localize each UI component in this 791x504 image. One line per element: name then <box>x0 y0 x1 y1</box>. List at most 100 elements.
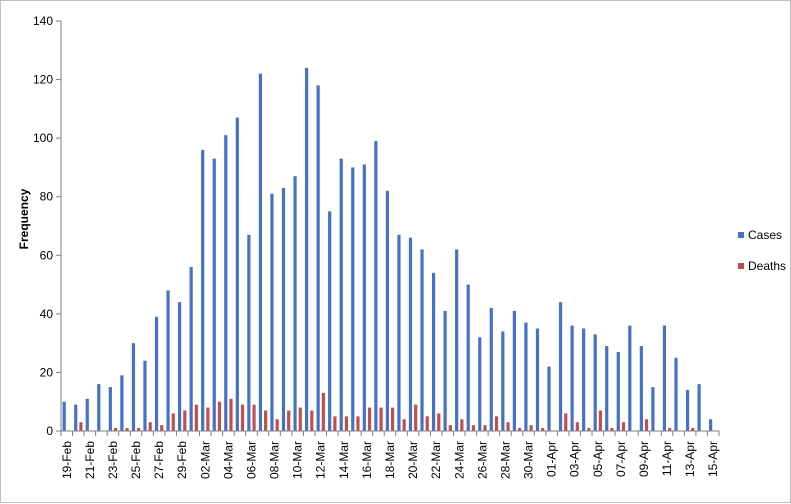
cases-bar <box>443 310 447 431</box>
x-tick-label: 24-Mar <box>452 441 466 479</box>
cases-bar <box>408 237 413 431</box>
cases-bar <box>535 328 540 431</box>
deaths-bar <box>264 410 268 431</box>
x-tick-label: 10-Mar <box>291 441 305 479</box>
cases-bar <box>489 308 493 431</box>
deaths-bar <box>275 419 279 431</box>
cases-bar <box>420 249 424 431</box>
x-tick-label: 19-Feb <box>60 441 74 479</box>
cases-bar <box>247 234 251 431</box>
deaths-bar <box>668 428 672 431</box>
cases-bar <box>62 401 66 431</box>
deaths-bar <box>402 419 406 431</box>
x-tick-label: 29-Feb <box>175 441 189 479</box>
cases-bar <box>501 331 505 431</box>
deaths-bar <box>194 404 198 431</box>
deaths-bar <box>541 428 545 431</box>
deaths-bar <box>298 407 302 431</box>
cases-bar <box>108 387 112 431</box>
deaths-bar <box>379 407 383 431</box>
x-tick-label: 26-Mar <box>475 441 489 479</box>
deaths-bar <box>367 407 372 431</box>
x-tick-label: 09-Apr <box>637 441 651 477</box>
x-tick-label: 04-Mar <box>221 441 235 479</box>
deaths-bar <box>471 425 476 431</box>
deaths-bar <box>517 428 522 431</box>
y-axis-title: Frequency <box>17 188 31 249</box>
deaths-legend-swatch <box>738 263 744 269</box>
x-tick-label: 03-Apr <box>568 441 582 477</box>
cases-bar <box>362 164 366 431</box>
cases-bar <box>166 290 170 431</box>
cases-bar <box>374 141 378 431</box>
deaths-bar <box>448 425 452 431</box>
deaths-bar <box>183 410 187 431</box>
x-tick-label: 20-Mar <box>406 441 420 479</box>
legend: Cases Deaths <box>738 228 786 273</box>
y-tick-label: 140 <box>33 14 53 28</box>
cases-bar <box>351 167 355 431</box>
cases-bar <box>131 343 136 431</box>
deaths-bar <box>506 422 510 431</box>
y-tick-label: 80 <box>40 190 54 204</box>
cases-bar <box>512 310 516 431</box>
y-tick-label: 20 <box>40 365 54 379</box>
cases-bar <box>547 366 551 431</box>
cases-bar <box>328 211 332 431</box>
x-tick-label: 28-Mar <box>498 441 512 479</box>
cases-bar <box>570 325 574 431</box>
deaths-bar <box>137 428 141 431</box>
x-tick-label: 01-Apr <box>545 441 559 477</box>
x-tick-label: 21-Feb <box>83 441 97 479</box>
x-tick-label: 13-Apr <box>683 441 697 477</box>
deaths-bar <box>125 428 129 431</box>
cases-bar <box>224 135 228 431</box>
deaths-bar <box>575 422 579 431</box>
deaths-bar <box>252 404 256 431</box>
deaths-bar <box>425 416 429 431</box>
cases-bar <box>685 390 690 431</box>
cases-bar <box>397 234 401 431</box>
axes <box>60 21 719 432</box>
deaths-bar <box>344 416 349 431</box>
deaths-bar <box>217 401 222 431</box>
y-tick-label: 60 <box>40 248 54 262</box>
deaths-bar <box>621 422 626 431</box>
x-axis-ticks: 19-Feb 21-Feb 23-Feb 25-Feb 27-Feb 29-Feb 02-M… <box>60 431 720 479</box>
cases-bar <box>178 302 182 431</box>
y-axis-ticks: 0 20 40 60 80 100 120 140 <box>33 14 61 438</box>
deaths-bar <box>160 425 164 431</box>
cases-bar <box>143 360 147 431</box>
x-tick-label: 16-Mar <box>360 441 374 479</box>
deaths-bar <box>483 425 487 431</box>
x-tick-label: 11-Apr <box>660 441 674 476</box>
deaths-legend-label: Deaths <box>748 259 786 273</box>
cases-legend-label: Cases <box>748 228 782 242</box>
cases-bar <box>97 384 101 431</box>
x-tick-label: 02-Mar <box>198 441 212 479</box>
deaths-bar <box>610 428 614 431</box>
cases-bar <box>651 387 655 431</box>
x-tick-label: 05-Apr <box>591 441 605 477</box>
cases-bar <box>201 149 205 432</box>
cases-bar <box>385 190 389 431</box>
cases-bar <box>478 337 482 431</box>
cases-bar <box>709 419 713 431</box>
cases-bar <box>593 334 597 431</box>
x-tick-label: 25-Feb <box>129 441 143 479</box>
cases-bar <box>304 67 309 432</box>
deaths-bar <box>310 410 314 431</box>
cases-bar <box>281 187 286 431</box>
deaths-bar <box>437 413 441 431</box>
cases-legend-swatch <box>738 232 744 238</box>
deaths-bar <box>587 428 591 431</box>
y-tick-label: 120 <box>33 73 53 87</box>
deaths-bar <box>598 410 602 431</box>
x-tick-label: 22-Mar <box>429 441 443 479</box>
deaths-bar <box>460 419 464 431</box>
cases-bar <box>431 272 436 431</box>
deaths-bar <box>240 404 245 431</box>
cases-bar <box>154 316 159 431</box>
